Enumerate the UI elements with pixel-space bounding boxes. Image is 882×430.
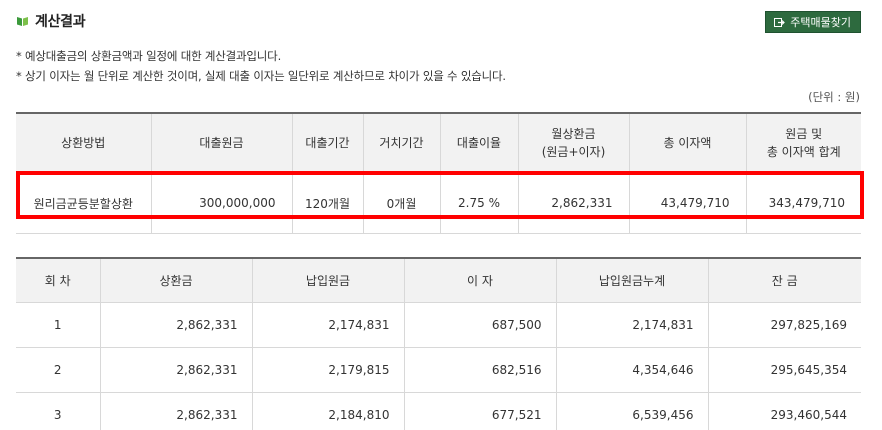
cell-installment: 2 (16, 347, 101, 393)
header-total-line1: 원금 및 (785, 127, 823, 142)
unit-label: (단위 : 원) (808, 90, 860, 104)
header-principal-paid: 납입원금 (252, 258, 405, 303)
table-row: 3 2,862,331 2,184,810 677,521 6,539,456 … (16, 392, 861, 430)
header-monthly: 월상환금 (원금+이자) (518, 113, 630, 174)
summary-table: 상환방법 대출원금 대출기간 거치기간 대출이율 월상환금 (원금+이자) 총 … (16, 112, 861, 234)
header-interest: 총 이자액 (629, 113, 747, 174)
notes: * 예상대출금의 상환금액과 일정에 대한 계산결과입니다. * 상기 이자는 … (16, 46, 506, 86)
book-icon (16, 15, 29, 27)
cell-principal-paid: 2,174,831 (252, 302, 405, 348)
external-link-icon (774, 17, 786, 28)
cell-installment: 3 (16, 392, 101, 430)
cell-balance: 297,825,169 (708, 302, 861, 348)
cell-grace: 0개월 (363, 173, 441, 234)
page-title: 계산결과 (35, 14, 86, 30)
cell-method: 원리금균등분할상환 (16, 173, 152, 234)
cell-principal-paid: 2,184,810 (252, 392, 405, 430)
header-balance: 잔 금 (708, 258, 861, 303)
title-wrap: 계산결과 (16, 10, 86, 32)
header-installment: 회 차 (16, 258, 101, 303)
cell-interest: 682,516 (404, 347, 557, 393)
cell-payment: 2,862,331 (100, 392, 253, 430)
header-total: 원금 및 총 이자액 합계 (746, 113, 861, 174)
find-house-listing-button[interactable]: 주택매물찾기 (765, 11, 861, 33)
cell-cumulative-principal: 6,539,456 (556, 392, 709, 430)
header-method: 상환방법 (16, 113, 152, 174)
cell-interest: 677,521 (404, 392, 557, 430)
cell-interest: 687,500 (404, 302, 557, 348)
table-row: 1 2,862,331 2,174,831 687,500 2,174,831 … (16, 302, 861, 348)
header-interest: 이 자 (404, 258, 557, 303)
cell-payment: 2,862,331 (100, 302, 253, 348)
header-monthly-line2: (원금+이자) (541, 145, 606, 160)
cell-payment: 2,862,331 (100, 347, 253, 393)
table-row: 2 2,862,331 2,179,815 682,516 4,354,646 … (16, 347, 861, 393)
cell-balance: 295,645,354 (708, 347, 861, 393)
schedule-header-row: 회 차 상환금 납입원금 이 자 납입원금누계 잔 금 (16, 258, 861, 303)
cell-principal-paid: 2,179,815 (252, 347, 405, 393)
cell-interest: 43,479,710 (629, 173, 747, 234)
header-monthly-line1: 월상환금 (551, 127, 596, 142)
cell-rate: 2.75 % (440, 173, 519, 234)
find-house-listing-label: 주택매물찾기 (790, 16, 851, 29)
summary-header-row: 상환방법 대출원금 대출기간 거치기간 대출이율 월상환금 (원금+이자) 총 … (16, 113, 861, 174)
header-rate: 대출이율 (440, 113, 519, 174)
cell-monthly: 2,862,331 (518, 173, 630, 234)
result-header: 계산결과 주택매물찾기 (16, 10, 861, 34)
note-line: * 상기 이자는 월 단위로 계산한 것이며, 실제 대출 이자는 일단위로 계… (16, 69, 506, 83)
cell-period: 120개월 (292, 173, 364, 234)
summary-row: 원리금균등분할상환 300,000,000 120개월 0개월 2.75 % 2… (16, 173, 861, 234)
header-grace: 거치기간 (363, 113, 441, 174)
header-total-line2: 총 이자액 합계 (766, 145, 841, 160)
header-principal: 대출원금 (151, 113, 293, 174)
cell-cumulative-principal: 2,174,831 (556, 302, 709, 348)
cell-principal: 300,000,000 (151, 173, 293, 234)
note-line: * 예상대출금의 상환금액과 일정에 대한 계산결과입니다. (16, 49, 282, 63)
header-payment: 상환금 (100, 258, 253, 303)
cell-balance: 293,460,544 (708, 392, 861, 430)
cell-installment: 1 (16, 302, 101, 348)
header-cumulative-principal: 납입원금누계 (556, 258, 709, 303)
cell-cumulative-principal: 4,354,646 (556, 347, 709, 393)
header-period: 대출기간 (292, 113, 364, 174)
schedule-table: 회 차 상환금 납입원금 이 자 납입원금누계 잔 금 1 2,862,331 … (16, 257, 861, 430)
cell-total: 343,479,710 (746, 173, 861, 234)
